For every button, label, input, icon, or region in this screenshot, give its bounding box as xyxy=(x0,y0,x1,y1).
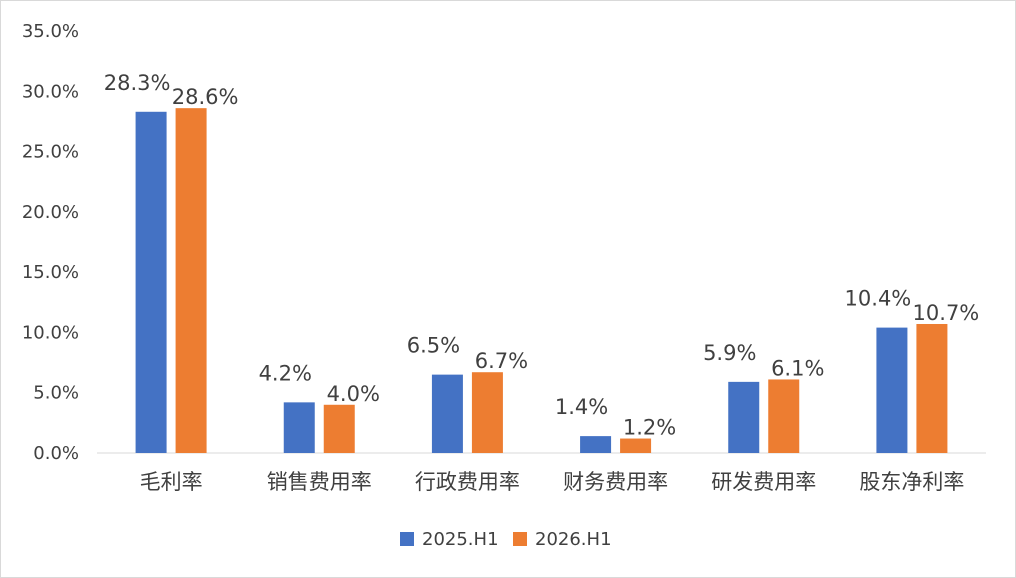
data-label: 6.5% xyxy=(407,334,460,358)
bar-2026.H1-研发费用率 xyxy=(768,379,800,453)
bar-2026.H1-股东净利率 xyxy=(916,323,948,453)
bar-2026.H1-行政费用率 xyxy=(471,372,503,453)
data-label: 4.2% xyxy=(259,361,312,385)
data-label: 4.0% xyxy=(327,382,380,406)
data-label: 10.7% xyxy=(913,301,980,325)
bar-2025.H1-销售费用率 xyxy=(283,402,315,453)
data-label: 28.6% xyxy=(172,85,239,109)
data-labels-group: 28.3%28.6% 4.2% 4.0% 6.5% 6.7% 1.4% 1.2% 5.9% 6.… xyxy=(104,71,980,440)
y-tick-label: 35.0% xyxy=(22,21,79,42)
y-tick-label: 5.0% xyxy=(33,383,79,404)
bar-2025.H1-行政费用率 xyxy=(431,374,463,453)
data-label: 6.1% xyxy=(771,356,824,380)
category-label: 行政费用率 xyxy=(415,470,520,494)
data-label: 5.9% xyxy=(703,341,756,365)
y-tick-label: 15.0% xyxy=(22,262,79,283)
data-label: 6.7% xyxy=(475,349,528,373)
category-label: 毛利率 xyxy=(140,470,203,494)
legend-swatch xyxy=(513,532,527,546)
category-label: 销售费用率 xyxy=(267,470,372,494)
legend: 2025.H1 2026.H1 xyxy=(400,529,612,550)
bar-2025.H1-毛利率 xyxy=(135,111,167,453)
legend-label: 2025.H1 xyxy=(422,529,499,550)
y-axis-tick-labels: 0.0% 5.0% 10.0% 15.0% 20.0% 25.0% 30.0% 35.0% xyxy=(22,21,79,464)
category-label: 股东净利率 xyxy=(859,470,964,494)
legend-label: 2026.H1 xyxy=(535,529,612,550)
bar-2025.H1-财务费用率 xyxy=(580,436,612,453)
bar-2025.H1-股东净利率 xyxy=(876,327,908,453)
legend-swatch xyxy=(400,532,414,546)
category-label: 研发费用率 xyxy=(711,470,816,494)
data-label: 10.4% xyxy=(845,287,912,311)
category-label: 财务费用率 xyxy=(563,470,668,494)
y-tick-label: 0.0% xyxy=(33,443,79,464)
data-label: 1.4% xyxy=(555,395,608,419)
x-axis-category-labels: 毛利率 销售费用率 行政费用率 财务费用率 研发费用率 股东净利率 xyxy=(140,470,965,494)
data-label: 28.3% xyxy=(104,71,171,95)
bar-2025.H1-研发费用率 xyxy=(728,381,760,453)
bar-2026.H1-毛利率 xyxy=(175,108,207,453)
data-label: 1.2% xyxy=(623,416,676,440)
bar-2026.H1-财务费用率 xyxy=(620,438,652,453)
y-tick-label: 20.0% xyxy=(22,202,79,223)
bar-series-group xyxy=(135,108,948,453)
y-tick-label: 10.0% xyxy=(22,322,79,343)
bar-2026.H1-销售费用率 xyxy=(323,404,355,453)
y-tick-label: 30.0% xyxy=(22,81,79,102)
y-tick-label: 25.0% xyxy=(22,142,79,163)
